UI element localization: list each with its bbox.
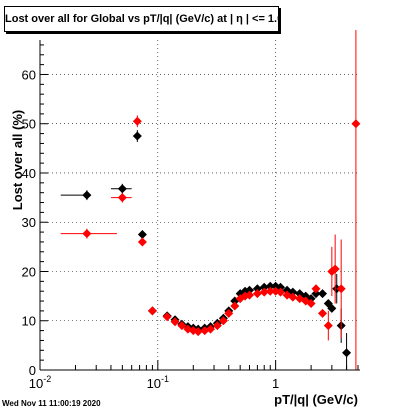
data-point (327, 303, 337, 313)
data-point (342, 348, 352, 358)
chart-title: Lost over all for Global vs pT/|q| (GeV/… (4, 6, 279, 32)
x-axis-label: pT/|q| (GeV/c) (274, 392, 358, 407)
data-point (170, 317, 180, 327)
data-point (259, 282, 269, 292)
y-tick-label: 60 (22, 67, 36, 82)
data-point (323, 321, 333, 331)
data-point (230, 301, 240, 311)
data-point (132, 116, 142, 126)
data-point (137, 230, 147, 240)
data-point (252, 284, 262, 294)
grid (39, 40, 360, 371)
data-point (252, 289, 262, 299)
data-point (206, 324, 216, 334)
data-point (193, 327, 203, 337)
data-point (311, 289, 321, 299)
data-point (132, 131, 142, 141)
y-tick-labels: 0 10 20 30 40 50 60 (22, 67, 36, 378)
y-tick-label: 40 (22, 166, 36, 181)
series-1 (60, 130, 352, 370)
y-tick-label: 50 (22, 117, 36, 132)
data-point (336, 284, 346, 294)
x-tick-labels: 10-2 10-1 1 (29, 374, 279, 391)
y-tick-label: 30 (22, 215, 36, 230)
data-point (117, 184, 127, 194)
data-point (117, 193, 127, 203)
data-point (245, 285, 255, 295)
data-point (288, 292, 298, 302)
y-tick-label: 10 (22, 314, 36, 329)
data-point (330, 264, 340, 274)
data-point (218, 316, 228, 326)
series-2 (60, 30, 361, 370)
y-tick-label: 0 (29, 363, 36, 378)
data-point (245, 290, 255, 300)
data-point (351, 119, 361, 129)
data-point (311, 284, 321, 294)
data-point (137, 237, 147, 247)
data-point (212, 321, 222, 331)
datestamp: Wed Nov 11 11:00:19 2020 (2, 399, 101, 408)
data-point (306, 299, 316, 309)
data-point (147, 306, 157, 316)
data-point (259, 287, 269, 297)
y-tick-label: 20 (22, 264, 36, 279)
data-point (82, 190, 92, 200)
data-point (265, 281, 275, 291)
series-layer (60, 30, 361, 370)
data-point (318, 289, 328, 299)
x-tick-label: 10-2 (29, 374, 51, 391)
data-point (82, 229, 92, 239)
x-tick-label: 1 (272, 376, 279, 391)
data-point (265, 286, 275, 296)
data-point (224, 308, 234, 318)
data-point (318, 308, 328, 318)
data-point (162, 312, 172, 322)
axes (39, 40, 360, 371)
x-tick-label: 10-1 (147, 374, 169, 391)
data-point (276, 287, 286, 297)
data-point (177, 321, 187, 331)
y-axis-label: Lost over all (%) (10, 110, 25, 210)
